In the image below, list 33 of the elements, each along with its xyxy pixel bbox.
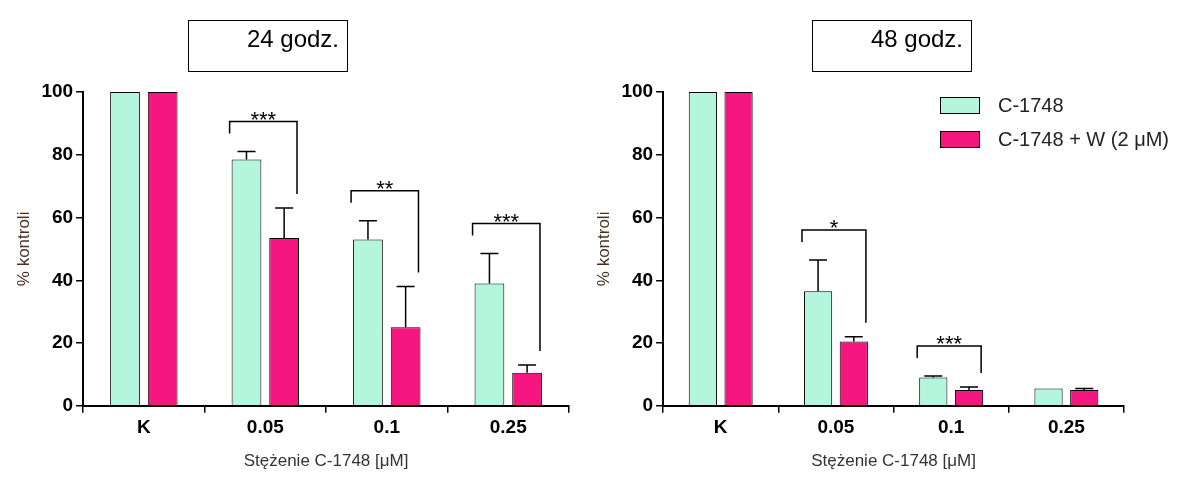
x-tick-label: 0.25 — [1047, 416, 1086, 438]
y-tick-label: 20 — [51, 331, 74, 353]
annotation: ** — [376, 175, 394, 201]
x-axis-title: Stężenie C-1748 [μM] — [243, 451, 409, 471]
annotation: *** — [493, 208, 520, 234]
y-axis-title: % kontroli — [13, 211, 33, 287]
annotation: *** — [936, 331, 963, 357]
x-tick-label: 0.05 — [246, 416, 285, 438]
y-tick-label: 100 — [41, 80, 74, 102]
y-tick-label: 60 — [631, 205, 654, 227]
y-tick-label: 80 — [51, 142, 74, 164]
x-axis-title: Stężenie C-1748 [μM] — [811, 451, 976, 471]
x-tick-label: K — [136, 416, 151, 438]
annotation: *** — [250, 106, 277, 132]
x-tick-label: K — [713, 416, 728, 438]
y-axis-title: % kontroli — [593, 211, 613, 287]
y-tick-label: 0 — [62, 394, 74, 416]
y-tick-label: 40 — [51, 268, 74, 290]
y-tick-label: 60 — [51, 205, 74, 227]
legend-label: C-1748 — [997, 93, 1064, 117]
y-tick-label: 20 — [631, 331, 654, 353]
x-tick-label: 0.1 — [937, 416, 965, 438]
x-tick-label: 0.1 — [373, 416, 401, 438]
y-tick-label: 40 — [631, 268, 654, 290]
y-tick-label: 0 — [642, 394, 654, 416]
x-tick-label: 0.25 — [489, 416, 528, 438]
y-tick-label: 80 — [631, 142, 654, 164]
legend-label: C-1748 + W (2 μM) — [997, 127, 1169, 151]
chart-title: 48 godz. — [812, 20, 972, 72]
chart-title: 24 godz. — [188, 20, 348, 72]
x-tick-label: 0.05 — [817, 416, 855, 438]
y-tick-label: 100 — [621, 80, 654, 102]
annotation: * — [829, 214, 839, 240]
